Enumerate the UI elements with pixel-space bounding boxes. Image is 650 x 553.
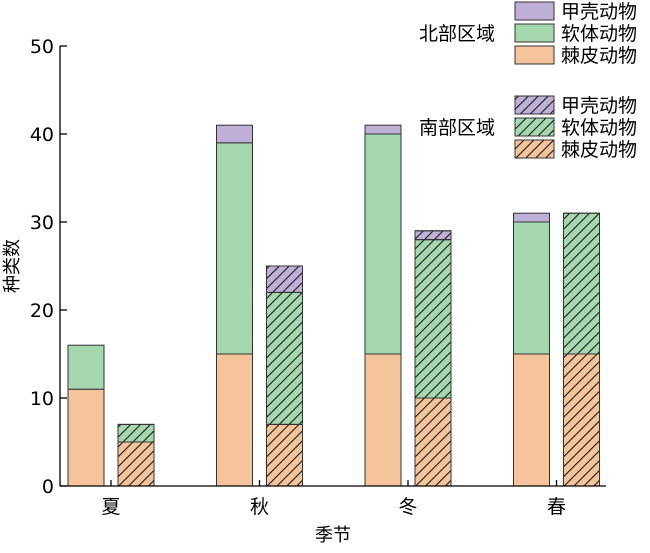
axes-layer: [59, 46, 606, 487]
bar-segment: [216, 124, 253, 144]
bar-segment-hatch: [117, 423, 155, 443]
legend-swatch: [514, 45, 555, 65]
legend-label: 软体动物: [561, 117, 637, 139]
bar-segment: [67, 344, 105, 390]
bar-segment: [513, 353, 550, 487]
bar-segment-hatch: [414, 239, 452, 399]
legend-region-label: 北部区域: [419, 23, 495, 45]
x-axis-label: 季节: [315, 525, 351, 546]
legend-label: 甲壳动物: [561, 1, 637, 23]
bar-segment: [513, 212, 550, 223]
bar-segment-hatch: [414, 397, 452, 487]
bar-segment: [364, 353, 402, 487]
y-tick-label: 30: [30, 212, 54, 234]
bar-segment-hatch: [266, 265, 303, 293]
y-axis-label: 种类数: [2, 239, 23, 293]
bar-segment: [216, 142, 253, 355]
legend-label: 棘皮动物: [561, 139, 637, 161]
bar-segment-hatch: [117, 441, 155, 487]
bar-segment-hatch: [563, 353, 600, 487]
y-tick-label: 40: [30, 124, 54, 146]
x-tick-label: 冬: [398, 496, 417, 518]
y-ticks: 0 10 20 30 40 50: [30, 36, 67, 498]
bars-layer: [67, 124, 600, 487]
x-ticks: 夏秋冬春: [101, 480, 566, 518]
legend-swatch-hatch: [514, 139, 555, 159]
bar-segment: [364, 124, 402, 135]
legend-label: 甲壳动物: [561, 95, 637, 117]
bar-segment: [513, 221, 550, 355]
x-tick-label: 春: [547, 496, 566, 518]
bar-segment: [216, 353, 253, 487]
legend-swatch: [514, 23, 555, 43]
x-tick-label: 夏: [101, 496, 120, 518]
legend-label: 软体动物: [561, 23, 637, 45]
legend-region-label: 南部区域: [419, 117, 495, 139]
bar-segment-hatch: [266, 423, 303, 487]
y-tick-label: 20: [30, 300, 54, 322]
legend-label: 棘皮动物: [561, 45, 637, 67]
y-tick-label: 50: [30, 36, 54, 58]
bar-segment-hatch: [266, 291, 303, 425]
bar-segment: [364, 133, 402, 355]
bar-segment: [67, 388, 105, 487]
bar-segment-hatch: [563, 212, 600, 355]
x-tick-label: 秋: [250, 496, 269, 518]
legend-swatch-hatch: [514, 117, 555, 137]
legend-swatch: [514, 1, 555, 21]
y-tick-label: 10: [30, 388, 54, 410]
bar-segment-hatch: [414, 230, 452, 241]
y-tick-label: 0: [42, 476, 54, 498]
legend-swatch-hatch: [514, 95, 555, 115]
